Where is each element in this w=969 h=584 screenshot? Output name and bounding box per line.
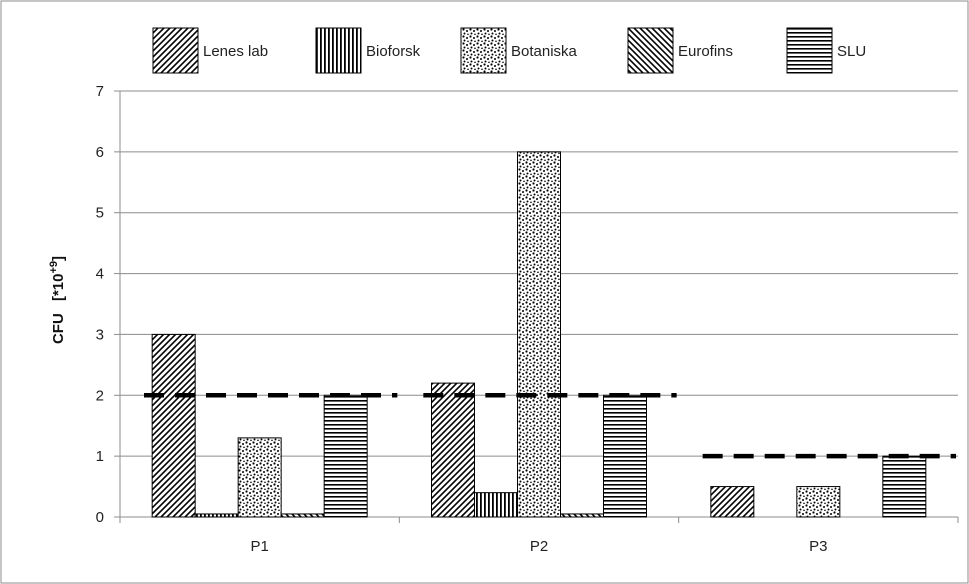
legend-swatch [460, 27, 507, 74]
y-tick-labels: 0 1 2 3 4 5 6 7 [96, 83, 104, 526]
bar-slu-p3 [882, 455, 927, 518]
y-tick-label: 3 [96, 326, 104, 343]
bar-lenes-lab-p2 [431, 382, 475, 518]
bar-botaniska-p3 [796, 486, 841, 518]
legend-label: Lenes lab [203, 43, 268, 60]
y-axis-title-unit-close: ] [50, 256, 67, 261]
legend-item-eurofins: Eurofins [627, 27, 733, 74]
bar-botaniska-p2 [517, 151, 561, 518]
reference-lines [144, 393, 956, 459]
bar-botaniska-p1 [237, 437, 282, 518]
x-tick-label: P3 [809, 538, 827, 555]
bar-slu-p2 [603, 394, 647, 518]
y-tick-label: 4 [96, 266, 104, 283]
legend: Lenes lab Bioforsk Botaniska Eurofins SLU [152, 27, 866, 74]
legend-label: Bioforsk [366, 43, 421, 60]
bar-slu-p1 [323, 394, 368, 518]
x-tick-labels: P1 P2 P3 [250, 538, 827, 555]
bar-bioforsk-p2 [474, 492, 518, 518]
bar-lenes-lab-p3 [710, 486, 755, 518]
x-tick-label: P2 [530, 538, 548, 555]
legend-item-bioforsk: Bioforsk [315, 27, 421, 74]
x-tick-label: P1 [250, 538, 268, 555]
legend-item-lenes-lab: Lenes lab [152, 27, 268, 74]
legend-swatch [627, 27, 674, 74]
y-tick-label: 7 [96, 83, 104, 100]
y-axis-title-exponent: +9 [48, 261, 60, 274]
bar-bioforsk-p1 [194, 513, 239, 518]
y-axis-title-main: CFU [50, 313, 67, 344]
legend-swatch [315, 27, 362, 74]
y-tick-label: 6 [96, 144, 104, 161]
bar-eurofins-p2 [560, 513, 604, 518]
y-axis-title-unit-open: [*10 [50, 274, 67, 302]
y-tick-label: 1 [96, 448, 104, 465]
legend-swatch [152, 27, 199, 74]
y-tick-label: 5 [96, 205, 104, 222]
legend-item-slu: SLU [786, 27, 866, 74]
legend-label: Eurofins [678, 43, 733, 60]
legend-swatch [786, 27, 833, 74]
legend-item-botaniska: Botaniska [460, 27, 578, 74]
legend-label: Botaniska [511, 43, 578, 60]
legend-label: SLU [837, 43, 866, 60]
bar-lenes-lab-p1 [151, 333, 196, 518]
y-axis-title: CFU [*10+9] [48, 256, 67, 344]
y-tick-label: 0 [96, 509, 104, 526]
bar-eurofins-p1 [280, 513, 325, 518]
y-tick-label: 2 [96, 387, 104, 404]
